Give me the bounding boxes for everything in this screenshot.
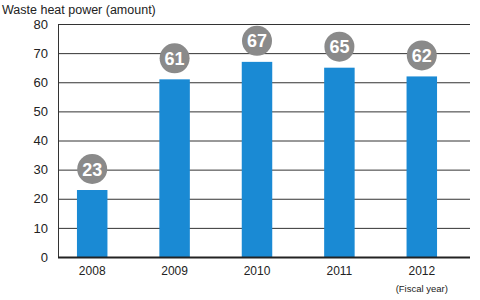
y-tick-label: 80: [34, 17, 48, 32]
y-tick-label: 10: [34, 221, 48, 236]
bar: [242, 62, 272, 257]
data-label-text: 23: [82, 160, 102, 180]
data-label: 62: [407, 40, 437, 70]
y-axis-line: [58, 25, 59, 258]
y-tick: 0: [41, 250, 58, 265]
data-label-badge: [242, 26, 272, 56]
y-tick: 80: [34, 17, 58, 32]
x-axis-title: (Fiscal year): [396, 283, 448, 294]
grid-line: [58, 24, 470, 25]
data-label-text: 61: [165, 49, 185, 69]
y-axis: 0 10 20 30 40 50 60 70 80: [34, 17, 59, 265]
bar: [159, 79, 189, 257]
bar: [77, 190, 107, 257]
y-tick-label: 40: [34, 133, 48, 148]
y-tick: 10: [34, 221, 58, 236]
x-tick-label: 2012: [408, 264, 435, 278]
data-label-badge: [77, 154, 107, 184]
chart-container: Waste heat power (amount) 0 10 20 30 40 50 60 70…: [0, 0, 480, 300]
y-tick-label: 60: [34, 75, 48, 90]
bar: [407, 76, 437, 257]
data-label: 65: [324, 32, 354, 62]
y-tick: 40: [34, 133, 58, 148]
bar: [324, 68, 354, 257]
bars: [77, 62, 437, 257]
x-tick-label: 2009: [161, 264, 188, 278]
data-label-badge: [407, 40, 437, 70]
x-tick: 2009: [161, 264, 188, 278]
x-tick-label: 2011: [326, 264, 352, 278]
data-label-badge: [324, 32, 354, 62]
y-tick-label: 70: [34, 46, 48, 61]
y-tick-label: 50: [34, 104, 48, 119]
x-tick-label: 2008: [79, 264, 106, 278]
y-tick: 60: [34, 75, 58, 90]
data-label: 61: [160, 43, 190, 73]
x-tick: 2012: [408, 264, 435, 278]
x-axis-line: [58, 257, 470, 259]
data-label-text: 67: [247, 31, 267, 51]
y-tick: 20: [34, 191, 58, 206]
y-tick: 70: [34, 46, 58, 61]
y-tick-label: 30: [34, 162, 48, 177]
data-label: 23: [77, 154, 107, 184]
x-tick-label: 2010: [244, 264, 271, 278]
data-label: 67: [242, 26, 272, 56]
data-label-badge: [160, 43, 190, 73]
x-tick: 2011: [326, 264, 352, 278]
y-tick-label: 20: [34, 191, 48, 206]
data-label-text: 65: [329, 37, 349, 57]
grid-line: [58, 257, 470, 258]
x-tick: 2008: [79, 264, 106, 278]
y-tick: 50: [34, 104, 58, 119]
chart-title: Waste heat power (amount): [2, 3, 156, 17]
chart-svg: Waste heat power (amount) 0 10 20 30 40 50 60 70…: [0, 0, 480, 300]
data-labels: 23 61 67 65 62: [77, 26, 437, 184]
grid: [58, 25, 470, 258]
y-tick: 30: [34, 162, 58, 177]
data-label-text: 62: [412, 46, 432, 66]
x-axis: 2008 2009 2010 2011 2012: [58, 258, 470, 278]
y-tick-label: 0: [41, 250, 48, 265]
x-tick: 2010: [244, 264, 271, 278]
